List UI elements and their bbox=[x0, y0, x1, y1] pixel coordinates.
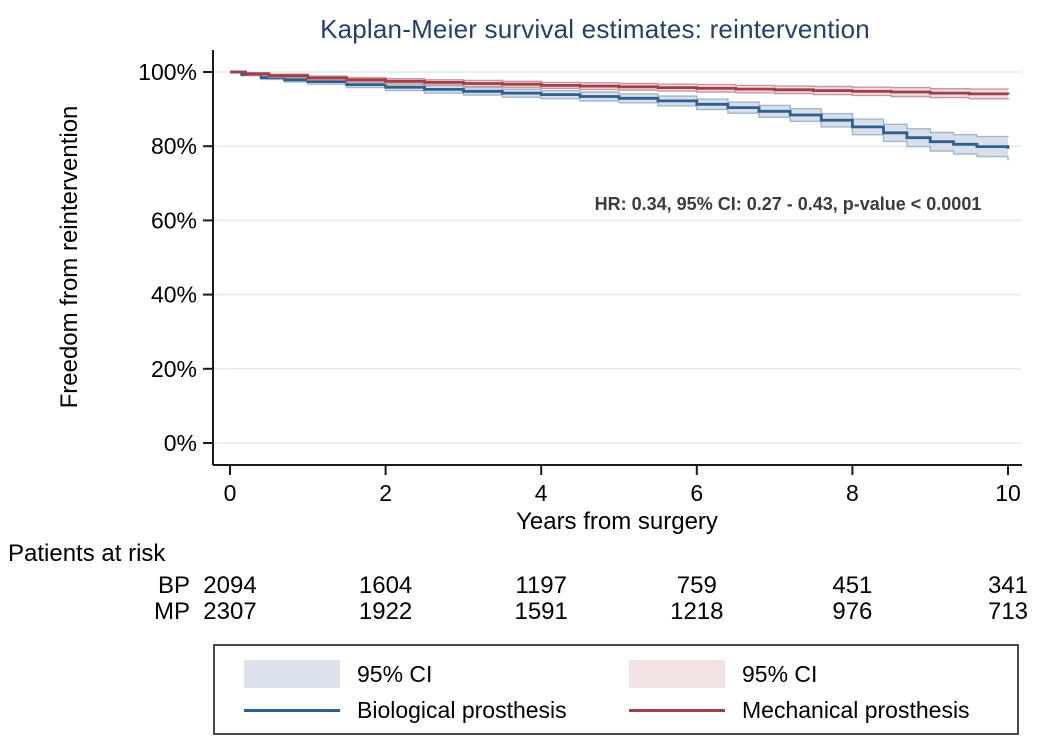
x-tick-label: 2 bbox=[379, 480, 392, 506]
legend-label-mechanical: Mechanical prosthesis bbox=[742, 697, 970, 723]
x-tick-label: 4 bbox=[535, 480, 548, 506]
x-axis-label: Years from surgery bbox=[516, 508, 718, 535]
risk-value: 451 bbox=[832, 572, 873, 599]
km-chart-svg: 0% 20% 40% 60% 80% 100% 0 2 4 6 8 10 bbox=[138, 50, 1022, 506]
series-MP bbox=[230, 70, 1010, 100]
y-tick-label: 40% bbox=[151, 282, 197, 308]
risk-value: 341 bbox=[987, 572, 1029, 599]
x-tick-label: 6 bbox=[690, 480, 703, 506]
x-tick-label: 10 bbox=[995, 480, 1021, 506]
chart-title: Kaplan-Meier survival estimates: reinter… bbox=[320, 14, 870, 44]
risk-value: 1604 bbox=[358, 572, 413, 599]
risk-row-label-MP: MP bbox=[154, 598, 190, 625]
legend-line-biological bbox=[244, 709, 340, 712]
risk-value: 1922 bbox=[358, 598, 413, 625]
y-tick-label: 20% bbox=[151, 356, 197, 382]
x-tick-label: 8 bbox=[846, 480, 859, 506]
legend: 95% CI 95% CI Biological prosthesis Mech… bbox=[213, 644, 1019, 735]
gridlines bbox=[213, 71, 1022, 444]
risk-value: 713 bbox=[987, 598, 1029, 625]
risk-row-label-BP: BP bbox=[157, 572, 190, 599]
risk-value: 759 bbox=[676, 572, 717, 599]
risk-value: 1197 bbox=[515, 572, 567, 599]
risk-table-header: Patients at risk bbox=[8, 540, 166, 567]
y-tick-label: 0% bbox=[164, 430, 197, 456]
legend-label-biological: Biological prosthesis bbox=[357, 697, 567, 723]
legend-line-mechanical bbox=[629, 709, 725, 712]
km-line-MP bbox=[230, 70, 1010, 96]
risk-value: 2094 bbox=[203, 572, 257, 599]
legend-ci-label-biological: 95% CI bbox=[357, 661, 433, 687]
km-line-BP bbox=[230, 70, 1010, 149]
x-tick-label: 0 bbox=[224, 480, 237, 506]
y-tick-label: 60% bbox=[151, 207, 197, 233]
risk-value: 2307 bbox=[203, 598, 257, 625]
legend-ci-swatch-biological bbox=[244, 660, 340, 688]
legend-ci-label-mechanical: 95% CI bbox=[742, 661, 818, 687]
y-tick-label: 100% bbox=[138, 59, 197, 85]
axes: 0% 20% 40% 60% 80% 100% 0 2 4 6 8 10 bbox=[138, 50, 1022, 506]
hr-annotation: HR: 0.34, 95% CI: 0.27 - 0.43, p-value <… bbox=[594, 194, 982, 214]
risk-value: 1218 bbox=[670, 598, 724, 625]
y-tick-label: 80% bbox=[151, 133, 197, 159]
risk-value: 1591 bbox=[514, 598, 568, 625]
risk-value: 976 bbox=[832, 598, 873, 625]
legend-ci-swatch-mechanical bbox=[629, 660, 725, 688]
